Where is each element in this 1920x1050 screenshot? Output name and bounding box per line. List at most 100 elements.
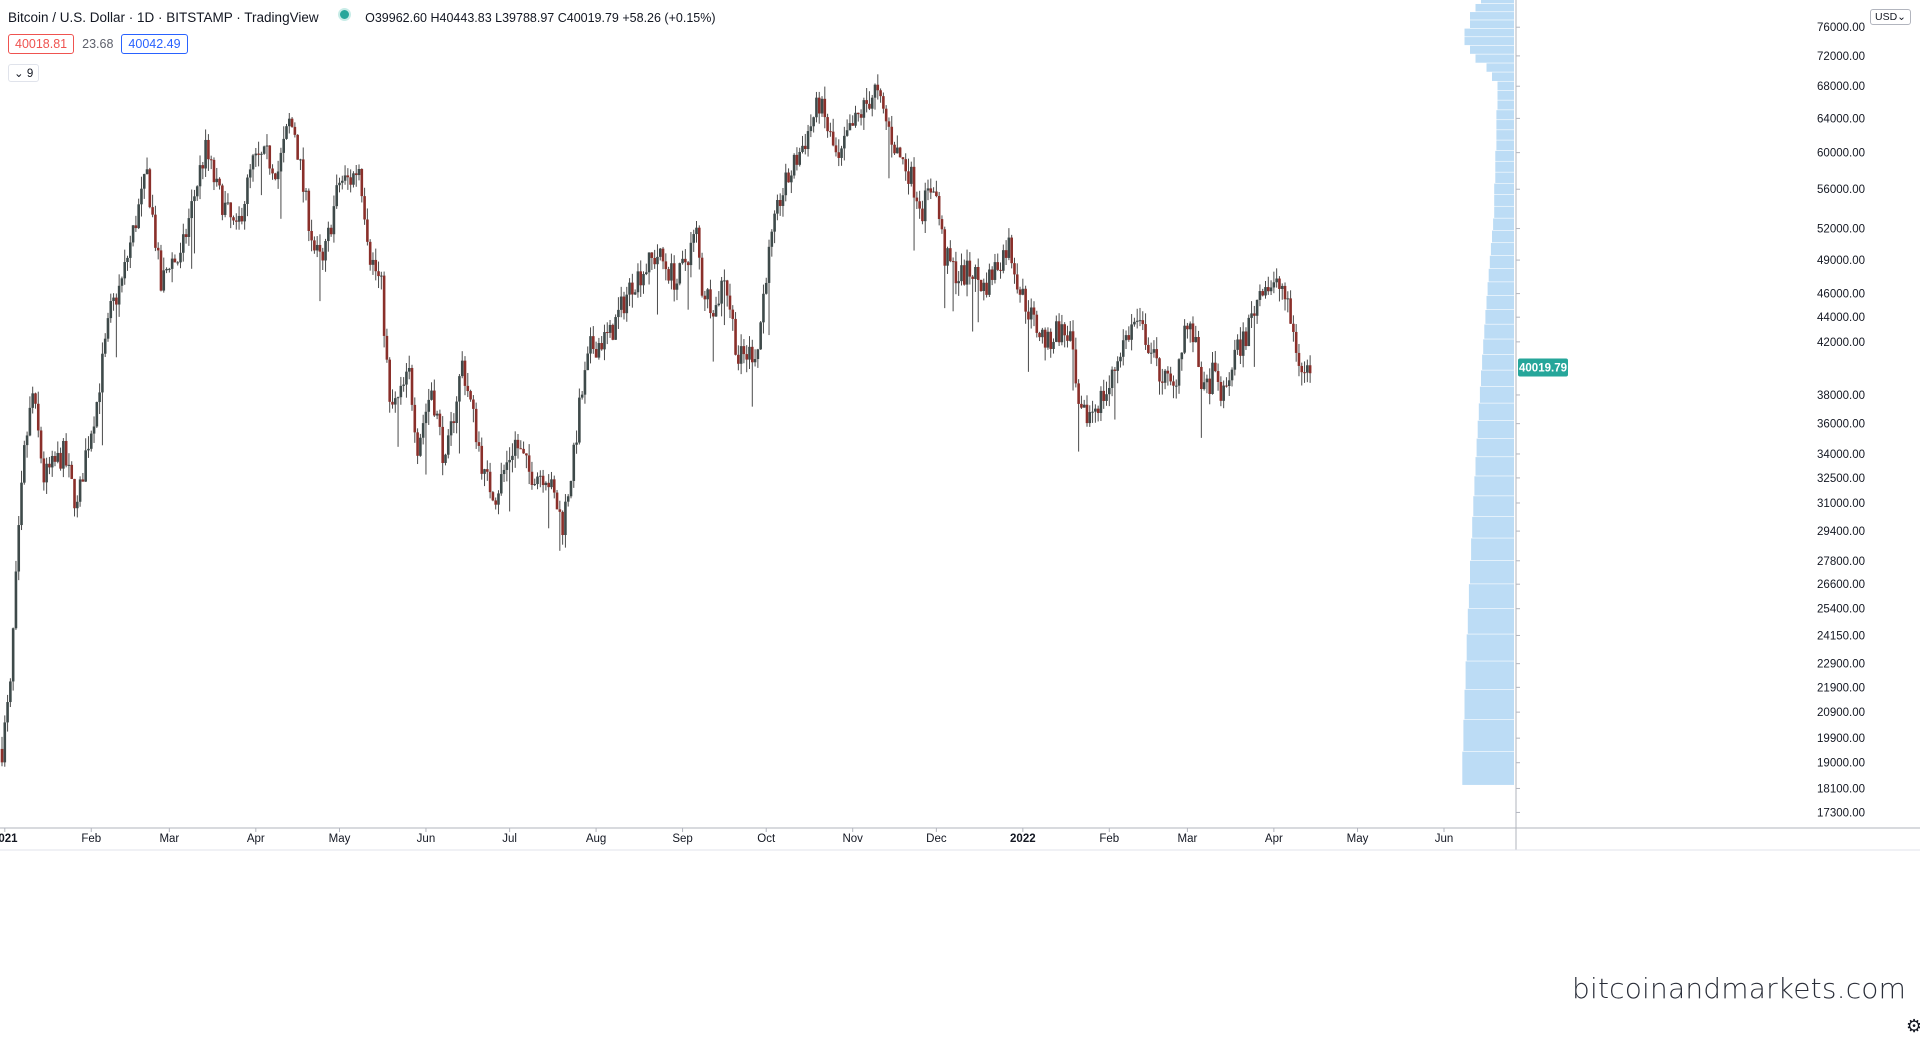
candle-up bbox=[614, 317, 617, 340]
candle-down bbox=[391, 401, 394, 405]
candle-down bbox=[377, 271, 380, 277]
candle-up bbox=[1060, 324, 1064, 343]
candle-down bbox=[472, 399, 475, 409]
vp-bar-up bbox=[1497, 90, 1514, 100]
candle-up bbox=[1007, 237, 1011, 258]
candle-up bbox=[28, 407, 32, 436]
low-value: 39788.97 bbox=[502, 11, 555, 25]
vp-bar-up bbox=[1497, 100, 1514, 110]
candle-up bbox=[419, 437, 422, 456]
candle-up bbox=[126, 257, 129, 263]
candle-down bbox=[486, 469, 489, 472]
price-tick-label: 27800.00 bbox=[1817, 556, 1865, 568]
candle-down bbox=[494, 500, 497, 505]
candle-down bbox=[672, 263, 676, 290]
market-status-icon bbox=[338, 8, 352, 21]
price-tick-label: 76000.00 bbox=[1817, 22, 1865, 34]
candle-down bbox=[999, 269, 1002, 271]
candle-down bbox=[697, 227, 701, 258]
indicators-toggle-button[interactable]: ⌄ 9 bbox=[8, 64, 40, 82]
candle-down bbox=[949, 248, 952, 262]
candle-up bbox=[583, 370, 587, 395]
candle-up bbox=[179, 252, 182, 263]
candle-down bbox=[817, 97, 821, 114]
time-tick-label: Apr bbox=[247, 833, 265, 845]
candle-down bbox=[865, 100, 868, 104]
candle-up bbox=[396, 397, 400, 399]
candle-down bbox=[709, 289, 712, 314]
candle-up bbox=[1105, 394, 1108, 401]
candle-down bbox=[937, 195, 941, 220]
price-tick-label: 72000.00 bbox=[1817, 51, 1865, 63]
candle-down bbox=[159, 250, 163, 291]
settings-gear-icon[interactable]: ⚙ bbox=[1906, 1016, 1920, 1036]
candle-up bbox=[237, 215, 241, 222]
candle-up bbox=[1255, 299, 1259, 316]
vp-bar-up bbox=[1481, 0, 1514, 4]
vp-bar-up bbox=[1494, 183, 1514, 195]
candle-up bbox=[187, 218, 191, 237]
vp-bar-up bbox=[1472, 516, 1514, 538]
candle-down bbox=[184, 234, 188, 237]
candle-down bbox=[1158, 358, 1161, 382]
candle-up bbox=[695, 227, 698, 235]
candle-up bbox=[1021, 288, 1025, 295]
candle-down bbox=[1289, 298, 1292, 324]
vp-bar-up bbox=[1490, 243, 1514, 256]
candle-down bbox=[1283, 285, 1287, 300]
candle-up bbox=[248, 169, 252, 178]
candle-down bbox=[441, 426, 444, 463]
candle-down bbox=[1219, 381, 1223, 401]
candle-down bbox=[363, 196, 366, 220]
candle-up bbox=[78, 479, 82, 502]
candle-up bbox=[1029, 307, 1033, 320]
candle-down bbox=[1266, 287, 1270, 292]
price-tick-label: 32500.00 bbox=[1817, 473, 1865, 485]
candle-up bbox=[9, 681, 12, 703]
candle-up bbox=[56, 452, 60, 462]
candle-down bbox=[912, 166, 916, 198]
candle-up bbox=[424, 411, 428, 424]
time-axis[interactable]: 2021 Feb Mar Apr May Jun Jul Aug Sep Oct Nov Dec 202… bbox=[0, 828, 1453, 845]
price-tick-label: 46000.00 bbox=[1817, 289, 1865, 301]
candle-up bbox=[1119, 356, 1122, 362]
candle-down bbox=[1043, 329, 1047, 348]
candle-up bbox=[764, 282, 768, 294]
candle-up bbox=[17, 525, 21, 572]
candle-down bbox=[1096, 408, 1100, 414]
candle-up bbox=[332, 206, 336, 235]
currency-select[interactable]: USD⌄ bbox=[1870, 9, 1911, 25]
candle-up bbox=[533, 484, 537, 486]
candle-up bbox=[170, 258, 174, 269]
candle-down bbox=[232, 217, 235, 221]
candle-up bbox=[597, 343, 601, 358]
candle-down bbox=[39, 430, 43, 459]
buy-price-button[interactable]: 40042.49 bbox=[121, 34, 188, 54]
candle-down bbox=[42, 458, 46, 483]
candle-up bbox=[499, 474, 503, 494]
candle-down bbox=[976, 266, 980, 280]
sell-price-button[interactable]: 40018.81 bbox=[8, 34, 75, 54]
candle-down bbox=[48, 463, 51, 468]
candle-down bbox=[868, 103, 871, 109]
candle-down bbox=[826, 117, 829, 132]
price-axis[interactable]: 76000.00 72000.00 68000.00 64000.00 60000.00… bbox=[1516, 22, 1865, 819]
price-tick-label: 36000.00 bbox=[1817, 419, 1865, 431]
symbol-title[interactable]: Bitcoin / U.S. Dollar · 1D · BITSTAMP · … bbox=[8, 10, 319, 25]
candle-up bbox=[84, 450, 87, 482]
candle-up bbox=[1250, 313, 1253, 318]
candle-down bbox=[664, 261, 668, 270]
vp-bar-up bbox=[1495, 161, 1514, 172]
candle-up bbox=[960, 265, 963, 282]
candle-up bbox=[282, 138, 286, 153]
candle-up bbox=[120, 278, 124, 286]
vp-bar-up bbox=[1470, 20, 1514, 29]
candle-down bbox=[954, 261, 958, 284]
candle-up bbox=[243, 203, 246, 222]
candle-up bbox=[790, 175, 793, 183]
candle-down bbox=[996, 262, 1000, 270]
candle-down bbox=[725, 280, 729, 296]
time-tick-label: May bbox=[1347, 833, 1369, 845]
